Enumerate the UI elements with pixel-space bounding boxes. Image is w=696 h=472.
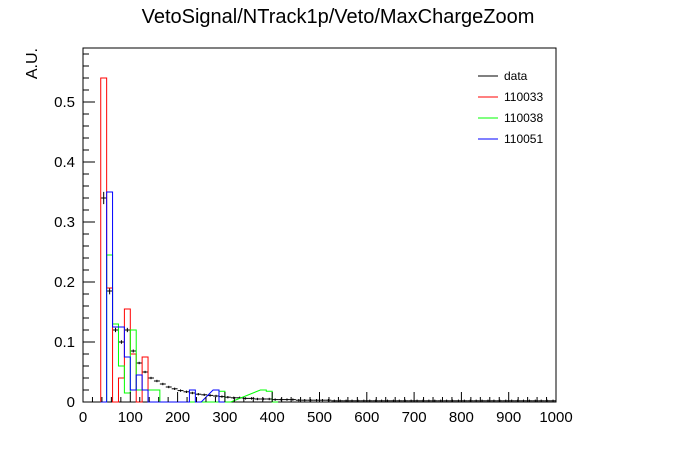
chart-title: VetoSignal/NTrack1p/Veto/MaxChargeZoom	[142, 6, 535, 28]
y-tick-label: 0.5	[54, 94, 75, 111]
legend: data 110033 110038 110051	[478, 69, 543, 146]
x-tick-label: 500	[307, 409, 332, 426]
series-110051	[100, 191, 225, 403]
x-tick-label: 300	[212, 409, 237, 426]
histogram-bin	[113, 324, 119, 402]
histogram-outline	[100, 191, 225, 403]
histogram-bin	[130, 354, 136, 402]
histogram-bin	[124, 393, 130, 402]
histogram-bin	[118, 327, 124, 402]
histogram-bin	[142, 390, 148, 402]
x-tick-label: 1000	[539, 409, 572, 426]
y-axis-label: A.U.	[24, 48, 41, 79]
y-tick-label: 0.3	[54, 214, 75, 231]
x-tick-label: 700	[402, 409, 427, 426]
x-tick-label: 800	[449, 409, 474, 426]
series-data	[100, 191, 556, 402]
y-tick-label: 0.4	[54, 154, 75, 171]
y-tick-label: 0	[67, 394, 75, 411]
plot-frame	[82, 47, 557, 403]
series-110038	[100, 254, 279, 403]
axes: 0 100 200 300 400 500 600 700 800 900 1000 0 0.1 0.2 0…	[54, 53, 573, 426]
histogram-bin	[107, 288, 113, 402]
histogram-bin	[107, 192, 113, 402]
legend-label: 110033	[504, 90, 543, 104]
histogram-bin	[124, 309, 130, 402]
x-tick-label: 400	[260, 409, 285, 426]
histogram-bin	[266, 391, 272, 402]
x-tick-label: 0	[79, 409, 87, 426]
histogram-bin	[136, 390, 142, 402]
histogram-bin	[142, 357, 148, 402]
histogram-bin	[124, 357, 130, 402]
histogram-bin	[142, 390, 148, 402]
histogram-bin	[136, 375, 142, 402]
histogram-bin	[118, 366, 124, 402]
plot-area-frame	[82, 47, 557, 403]
legend-label: data	[504, 69, 528, 83]
histogram-outline	[100, 77, 154, 403]
histogram-bin	[130, 330, 136, 402]
y-tick-label: 0.1	[54, 334, 75, 351]
histogram-outline	[100, 254, 279, 403]
x-tick-label: 600	[354, 409, 379, 426]
histogram-bin	[130, 390, 136, 402]
histogram-bin	[118, 378, 124, 402]
legend-label: 110038	[504, 111, 543, 125]
x-tick-label: 900	[496, 409, 521, 426]
series-layer	[100, 77, 556, 403]
series-110033	[100, 77, 154, 403]
y-tick-label: 0.2	[54, 274, 75, 291]
x-tick-label: 200	[165, 409, 190, 426]
histogram-bin	[101, 78, 107, 402]
histogram-bin	[113, 327, 119, 402]
legend-label: 110051	[504, 132, 543, 146]
x-tick-label: 100	[118, 409, 143, 426]
histogram-bin	[107, 255, 113, 402]
